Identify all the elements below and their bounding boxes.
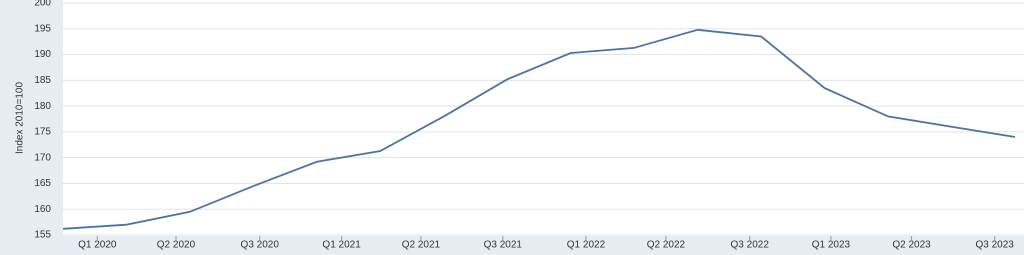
x-tick-label: Q1 2020 — [78, 240, 117, 251]
y-tick-label: 155 — [34, 230, 51, 241]
x-tick-label: Q2 2020 — [157, 240, 196, 251]
x-tick-label: Q3 2020 — [241, 240, 280, 251]
x-tick-label: Q1 2022 — [567, 240, 606, 251]
y-tick-label: 200 — [34, 0, 51, 9]
x-tick-label: Q2 2022 — [647, 240, 686, 251]
y-axis-label: Index 2010=100 — [15, 82, 26, 154]
x-tick-label: Q1 2021 — [322, 240, 361, 251]
x-tick-label: Q3 2021 — [484, 240, 523, 251]
y-tick-label: 195 — [34, 23, 51, 34]
line-series — [62, 28, 1016, 230]
x-tick-label: Q3 2022 — [731, 240, 770, 251]
x-tick-label: Q2 2023 — [892, 240, 931, 251]
x-tick-label: Q3 2023 — [976, 240, 1015, 251]
y-tick-label: 180 — [34, 101, 51, 112]
x-tick-label: Q1 2023 — [812, 240, 851, 251]
y-tick-label: 190 — [34, 49, 51, 60]
x-tick-label: Q2 2021 — [402, 240, 441, 251]
y-tick-label: 175 — [34, 127, 51, 138]
y-tick-label: 160 — [34, 204, 51, 215]
y-tick-label: 170 — [34, 152, 51, 163]
y-tick-label: 185 — [34, 75, 51, 86]
plot-area — [63, 0, 1024, 236]
y-tick-label: 165 — [34, 178, 51, 189]
